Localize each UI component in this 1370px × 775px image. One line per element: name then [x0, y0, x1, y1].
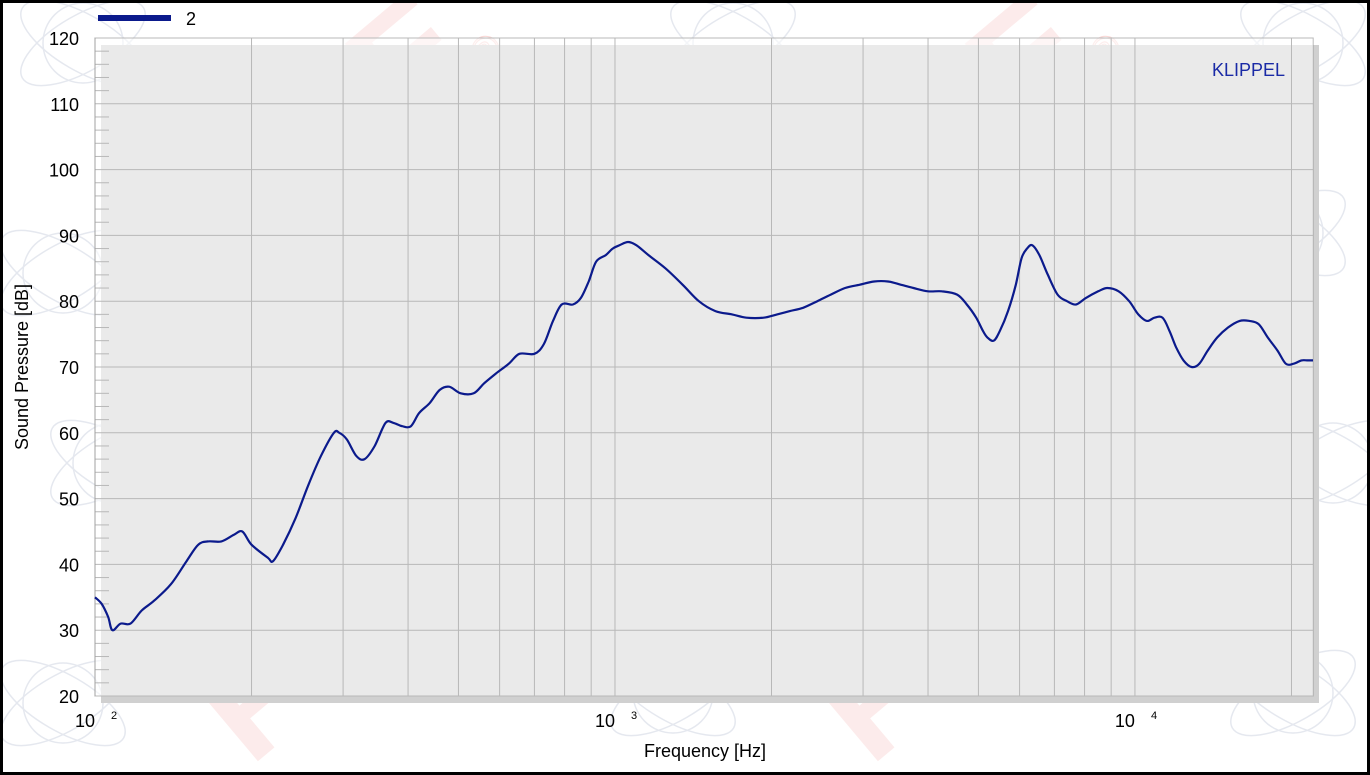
x-tick-exponent: 4 — [1151, 710, 1157, 722]
y-axis-label: Sound Pressure [dB] — [12, 284, 32, 450]
y-tick-label: 110 — [50, 95, 79, 115]
y-tick-label: 70 — [59, 358, 79, 378]
legend-swatch — [98, 15, 171, 21]
y-tick-label: 20 — [59, 687, 79, 707]
x-tick-label: 10 — [1115, 711, 1135, 731]
x-tick-label: 10 — [595, 711, 615, 731]
brand-label: KLIPPEL — [1212, 60, 1285, 80]
y-tick-label: 50 — [59, 490, 79, 510]
y-tick-label: 40 — [59, 555, 79, 575]
y-tick-label: 100 — [49, 161, 79, 181]
legend-label: 2 — [186, 9, 196, 29]
y-tick-label: 80 — [59, 292, 79, 312]
series-line — [94, 240, 1313, 632]
y-tick-label: 90 — [59, 226, 79, 246]
y-tick-label: 30 — [59, 621, 79, 641]
y-axis-ticks: 20 30 40 50 60 70 80 90 100 110 120 — [49, 29, 79, 707]
legend: 2 — [98, 9, 196, 29]
y-tick-label: 60 — [59, 424, 79, 444]
y-tick-label: 120 — [49, 29, 79, 49]
x-tick-label: 10 — [75, 711, 95, 731]
x-axis-label: Frequency [Hz] — [644, 741, 766, 761]
frequency-response-chart: FCE®FCE®FCE®FCE®FCE®FCE® 203040506070809… — [3, 3, 1367, 772]
series-layer — [94, 240, 1313, 632]
grid — [94, 37, 1313, 697]
x-axis-ticks: 10 2 10 3 10 4 — [75, 710, 1157, 731]
x-tick-exponent: 2 — [111, 710, 117, 722]
x-tick-exponent: 3 — [631, 710, 637, 722]
